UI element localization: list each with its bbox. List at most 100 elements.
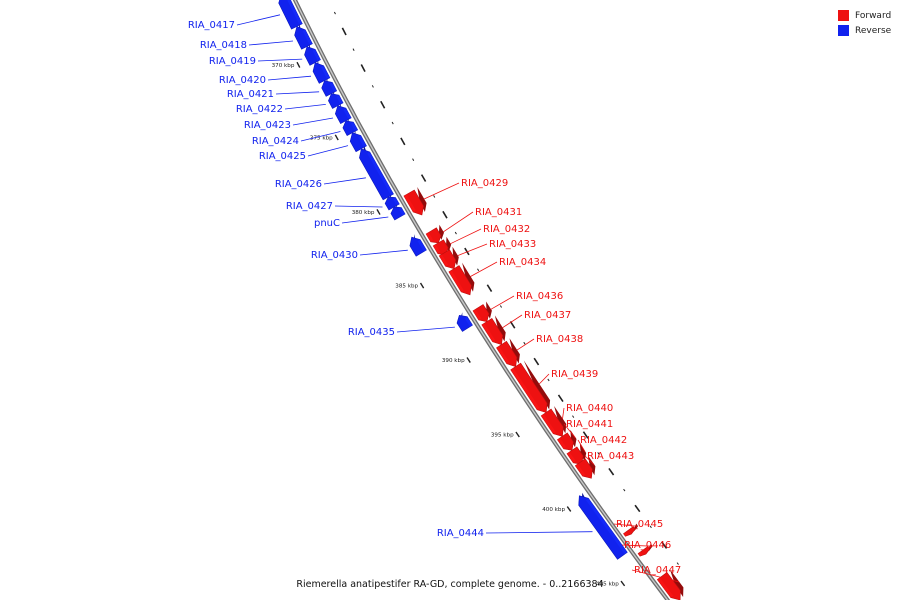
gene-arrow-highlight xyxy=(575,464,585,477)
major-tick xyxy=(608,467,615,476)
gene-arrow xyxy=(578,495,628,560)
major-tick xyxy=(341,27,347,36)
kbp-tick-label: 375 kbp xyxy=(310,135,333,141)
gene-leader-line xyxy=(621,544,653,547)
kbp-tick-label: 405 kbp xyxy=(596,581,619,587)
gene-label: RIA_0437 xyxy=(524,310,571,321)
reverse-swatch xyxy=(838,25,849,36)
gene-RIA_0424 xyxy=(342,117,359,137)
gene-leader-line xyxy=(485,531,593,534)
minor-tick xyxy=(597,452,600,455)
backbone-layer xyxy=(292,0,671,600)
gene-arrow-highlight xyxy=(302,29,313,46)
gene-leader-line xyxy=(275,91,320,95)
gene-label: RIA_0419 xyxy=(209,56,256,67)
gene-RIA_0418 xyxy=(294,23,313,50)
minor-tick xyxy=(333,11,336,15)
gene-arrow xyxy=(448,265,472,296)
gene-leader-line xyxy=(577,439,586,452)
minor-tick xyxy=(391,121,394,125)
gene-RIA_0429 xyxy=(403,187,427,216)
gene-arrow-highlight xyxy=(426,232,434,242)
gene-label: RIA_0427 xyxy=(286,201,333,212)
gene-label: RIA_0423 xyxy=(244,120,291,131)
gene-RIA_0433 xyxy=(438,246,459,270)
major-tick xyxy=(486,284,493,292)
major-tick xyxy=(661,541,668,549)
kbp-tick-label: 400 kbp xyxy=(542,507,565,513)
gene-label: RIA_0429 xyxy=(461,178,508,189)
kbp-tick-label: 395 kbp xyxy=(491,433,514,439)
major-tick xyxy=(634,504,641,513)
kbp-tick-mark xyxy=(334,134,339,141)
gene-arrow-highlight xyxy=(343,108,352,120)
gene-arrow xyxy=(294,26,313,50)
major-tick xyxy=(582,431,589,439)
gene-RIA_0431 xyxy=(425,224,444,244)
major-tick xyxy=(557,394,564,403)
major-tick xyxy=(380,100,386,109)
minor-tick xyxy=(433,195,436,198)
gene-label: RIA_0420 xyxy=(219,75,266,86)
gene-leader-line xyxy=(323,177,366,185)
gene-RIA_0432 xyxy=(432,236,452,256)
gene-arrow-highlight xyxy=(329,82,337,93)
gene-label: RIA_0440 xyxy=(566,403,613,414)
gene-arrow-highlight xyxy=(586,498,628,555)
major-tick xyxy=(509,321,516,329)
gene-RIA_0420 xyxy=(312,59,331,84)
minor-tick xyxy=(454,231,457,235)
gene-leader-line xyxy=(584,455,595,465)
gene-arrow-highlight xyxy=(392,197,400,206)
gene-leader-line xyxy=(307,145,349,157)
gene-label: RIA_0430 xyxy=(311,250,358,261)
gene-label: RIA_0444 xyxy=(437,528,484,539)
gene-leader-line xyxy=(334,205,383,208)
gene-RIA_0419 xyxy=(304,43,321,66)
gene-leader-line xyxy=(562,407,565,419)
gene-RIA_0440 xyxy=(540,406,567,437)
gene-RIA_0426 xyxy=(359,145,394,201)
gene-RIA_0437 xyxy=(481,315,506,345)
gene-arrow-highlight xyxy=(448,270,464,292)
gene-leader-line xyxy=(502,314,523,329)
major-tick xyxy=(464,247,470,256)
gene-arrow-highlight xyxy=(638,551,643,557)
gene-arrow-highlight xyxy=(481,323,496,342)
gene-leader-line xyxy=(248,40,294,46)
gene-arrow xyxy=(510,362,548,413)
gene-leader-line xyxy=(236,14,281,26)
tick-layer: 370 kbp 375 kbp 380 kbp 385 kbp 390 kbp 395 k… xyxy=(272,11,679,587)
gene-arrow-highlight xyxy=(321,65,330,80)
gene-RIA_0427 xyxy=(384,194,400,211)
gene-arrow-highlight xyxy=(464,316,473,327)
gene-leader-line xyxy=(490,295,515,310)
backbone-outer xyxy=(292,0,671,600)
gene-RIA_0443 xyxy=(574,455,596,479)
gene-arrow-highlight xyxy=(657,577,674,598)
kbp-tick-mark xyxy=(296,61,301,68)
kbp-tick-label: 385 kbp xyxy=(395,284,418,290)
gene-arrow-highlight xyxy=(557,438,567,449)
gene-RIA_0423 xyxy=(334,102,352,125)
gene-RIA_0422 xyxy=(328,90,344,109)
gene-leader-line xyxy=(457,243,488,256)
major-tick xyxy=(360,64,366,72)
minor-tick xyxy=(352,48,355,52)
gene-arrow-highlight xyxy=(541,414,556,434)
gene-arrow-highlight xyxy=(312,49,321,62)
gene-arrow-highlight xyxy=(433,244,441,254)
gene-arrow-highlight xyxy=(403,194,416,212)
gene-arrow xyxy=(359,148,394,201)
gene-leader-line xyxy=(423,182,460,200)
gene-label: RIA_0443 xyxy=(587,451,634,462)
minor-tick xyxy=(499,305,503,308)
gene-label: RIA_0438 xyxy=(536,334,583,345)
kbp-tick-mark xyxy=(466,357,471,363)
gene-label: pnuC xyxy=(314,218,340,229)
gene-leader-line xyxy=(396,326,455,333)
gene-label: RIA_0424 xyxy=(252,136,299,147)
gene-arrow-highlight xyxy=(496,346,510,364)
gene-arrow xyxy=(540,408,564,437)
kbp-tick-mark xyxy=(376,209,381,215)
